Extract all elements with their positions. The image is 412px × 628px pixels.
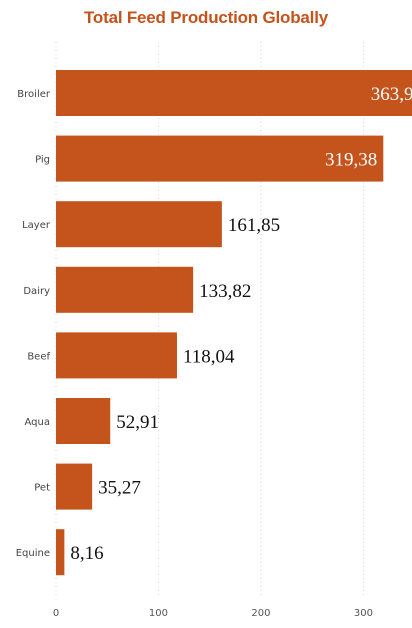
data-label: 133,82 <box>199 281 251 302</box>
data-label: 52,91 <box>116 412 159 433</box>
data-label: 161,85 <box>228 215 280 236</box>
bar-broiler <box>56 70 412 116</box>
bar-aqua <box>56 398 111 444</box>
data-label: 319,38 <box>325 150 377 171</box>
data-label: 118,04 <box>183 346 235 367</box>
bar-dairy <box>56 266 194 313</box>
x-tick-label: 300 <box>354 608 373 619</box>
category-label: Pig <box>35 155 50 166</box>
x-tick-label: 100 <box>149 608 168 619</box>
category-label: Equine <box>16 548 50 559</box>
category-label: Aqua <box>25 417 50 428</box>
x-tick-label: 200 <box>251 608 270 619</box>
data-label: 35,27 <box>98 478 141 499</box>
category-label: Beef <box>27 351 50 362</box>
x-tick-label: 0 <box>53 608 59 619</box>
data-label: 8,16 <box>70 543 103 564</box>
category-label: Broiler <box>17 89 51 100</box>
bar-beef <box>56 332 177 379</box>
bar-layer <box>56 201 222 248</box>
chart-title: Total Feed Production Globally <box>84 8 328 27</box>
bar-equine <box>56 529 65 576</box>
category-label: Layer <box>22 220 51 231</box>
data-label: 363,96 <box>371 84 412 105</box>
bar-pet <box>56 463 93 510</box>
bar-pig <box>56 135 384 182</box>
category-label: Pet <box>34 483 50 494</box>
category-label: Dairy <box>23 286 50 297</box>
